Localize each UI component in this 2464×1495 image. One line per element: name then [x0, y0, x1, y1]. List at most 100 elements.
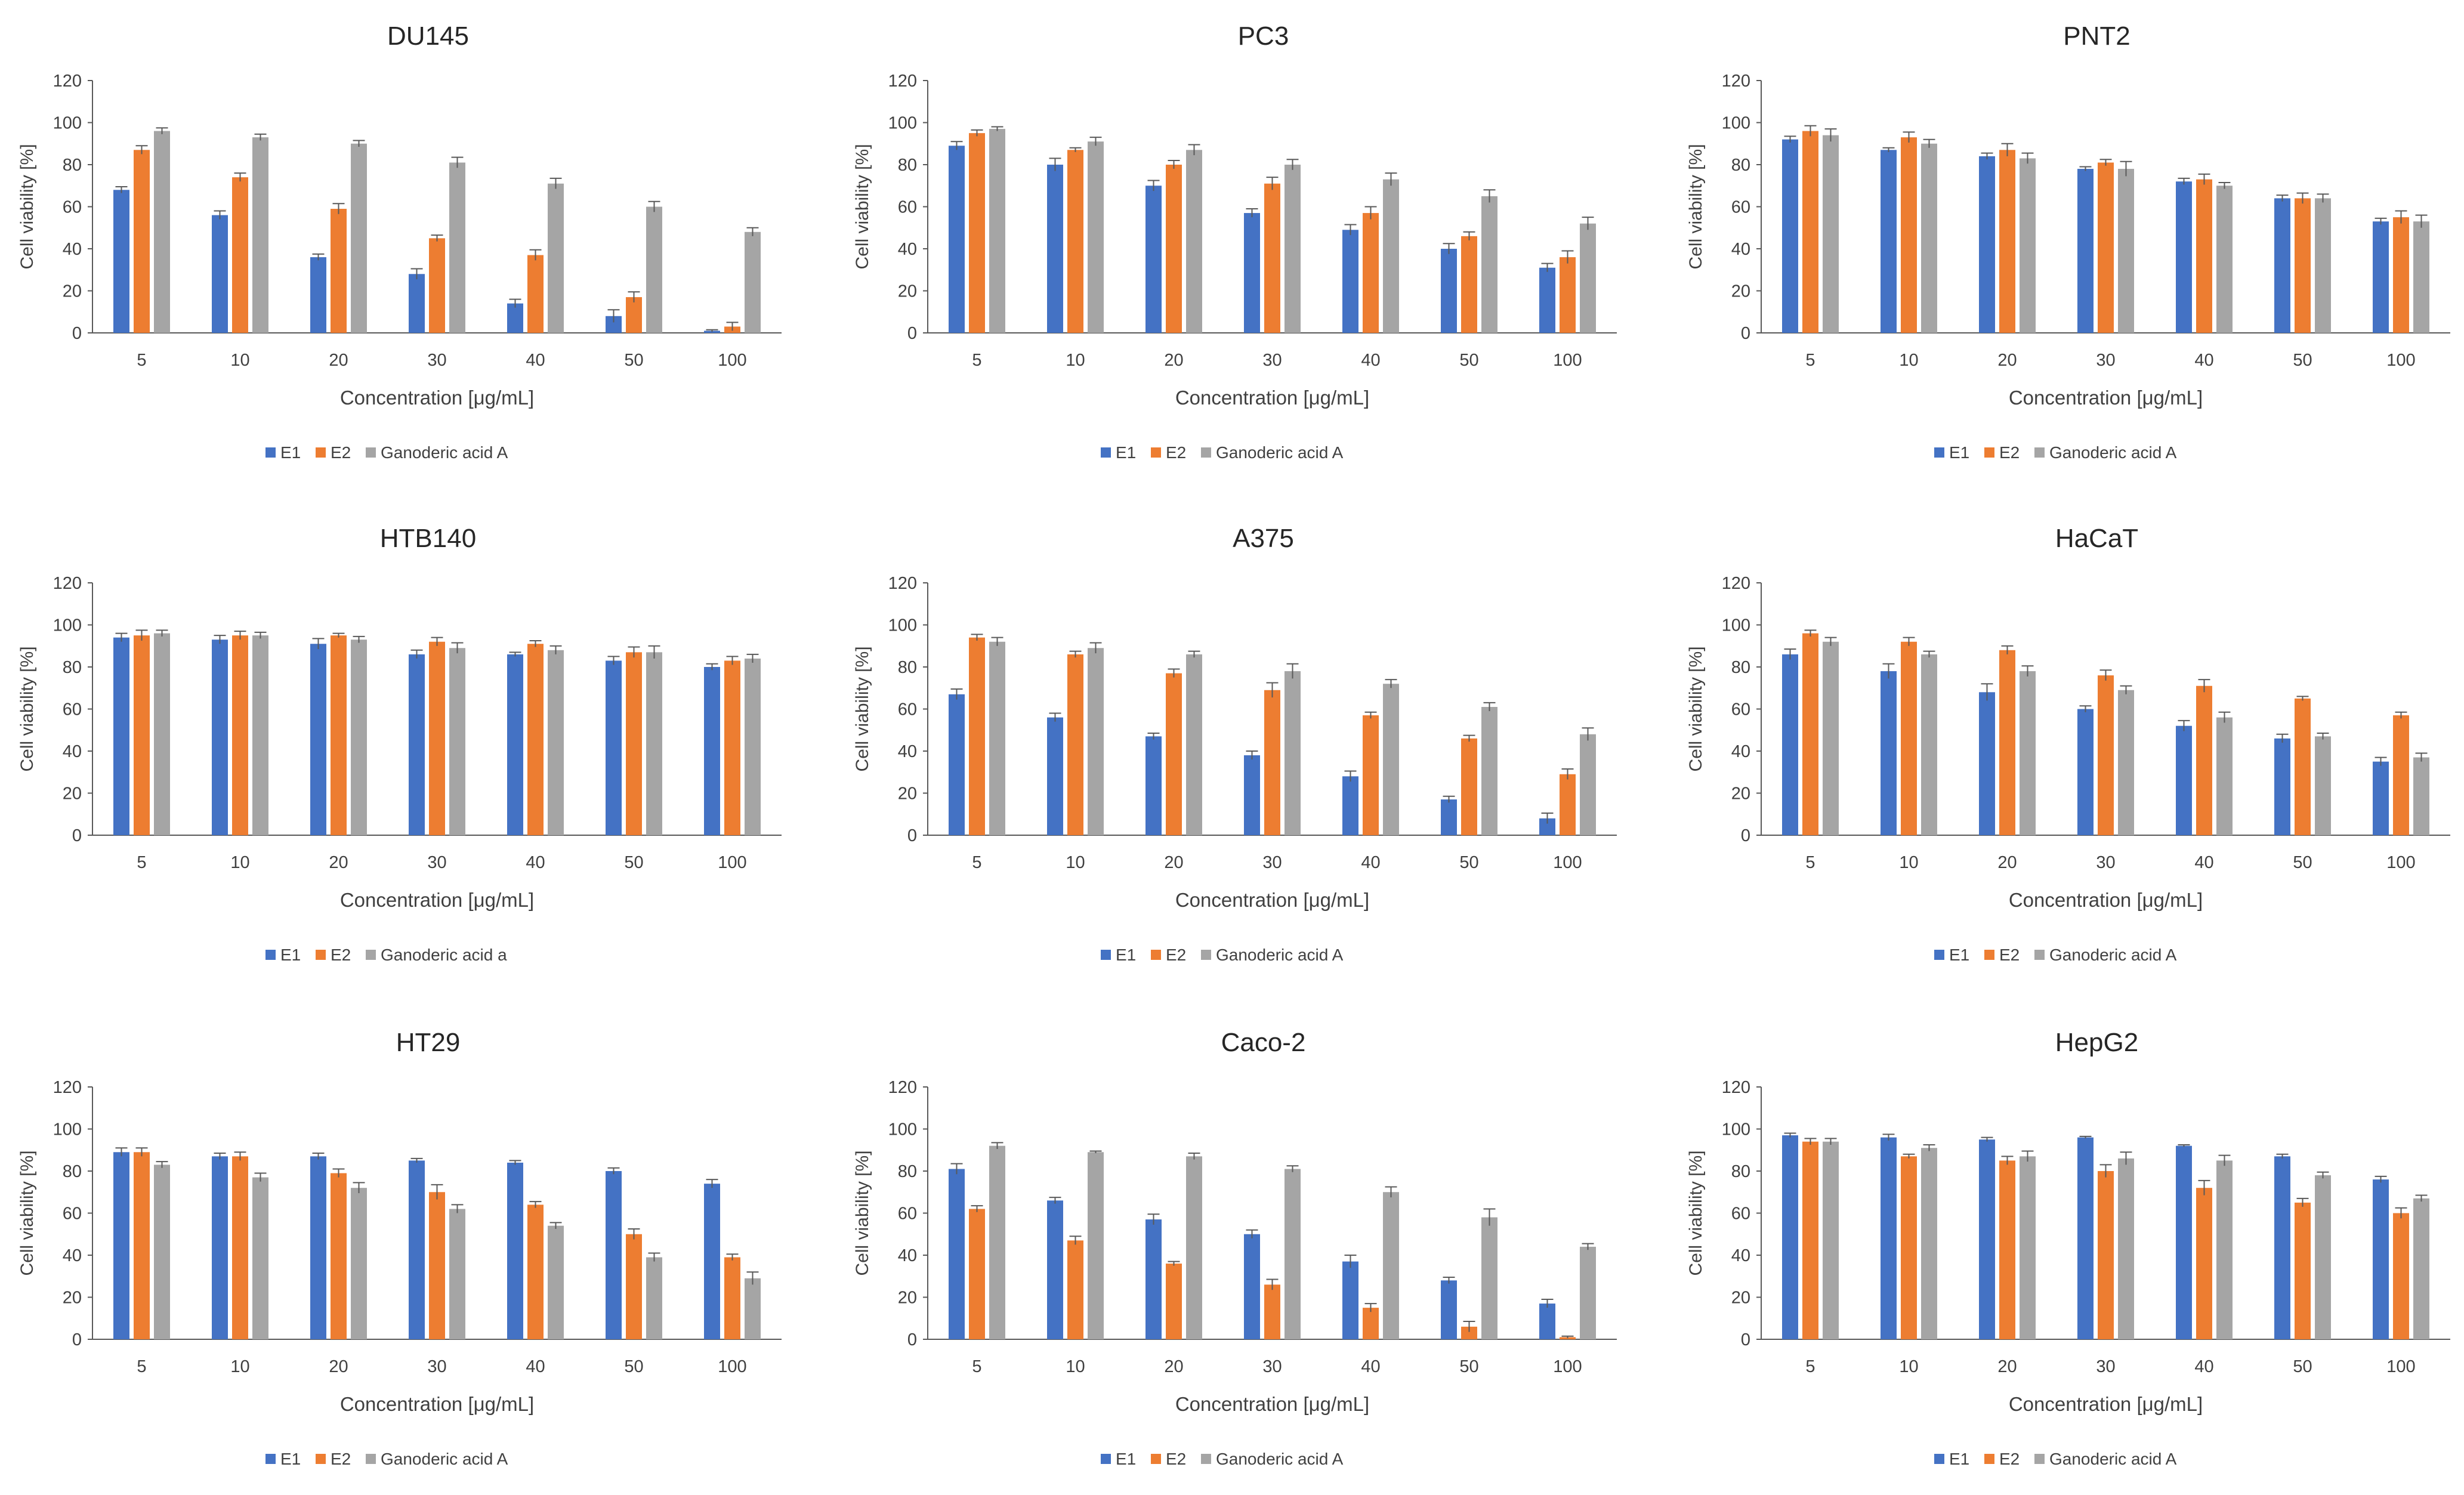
- bar-ganoderic-acid-a-20: [351, 143, 367, 333]
- y-tick-label: 40: [63, 240, 82, 259]
- legend-label: Ganoderic acid A: [381, 1450, 508, 1468]
- y-tick-label: 120: [888, 72, 917, 91]
- chart-title: Caco-2: [1221, 1028, 1306, 1057]
- bar-e2-50: [1461, 738, 1477, 835]
- bar-e1-20: [310, 1156, 326, 1339]
- bar-e2-30: [429, 641, 445, 835]
- bar-e2-10: [1901, 137, 1917, 333]
- bar-ganoderic-acid-a-10: [252, 635, 268, 835]
- legend-label: E2: [331, 1450, 351, 1468]
- legend-label: Ganoderic acid A: [1216, 1450, 1344, 1468]
- bar-ganoderic-acid-a-100: [1580, 223, 1596, 333]
- legend-label: E1: [1949, 443, 1969, 462]
- y-tick-label: 100: [888, 114, 917, 133]
- bar-ganoderic-acid-a-10: [1921, 143, 1937, 333]
- bar-e1-5: [949, 694, 965, 835]
- bar-e2-5: [1802, 633, 1818, 835]
- chart-panel-a375: A375 0 20 40 60 80 100 120 Cell viability [%] 5 10…: [853, 524, 1617, 964]
- x-tick-label: 40: [2194, 351, 2213, 370]
- x-tick-label: 50: [624, 351, 643, 370]
- y-tick-label: 80: [898, 156, 917, 175]
- bar-e1-30: [409, 274, 425, 333]
- bar-e1-40: [507, 654, 523, 835]
- x-tick-label: 5: [972, 1357, 981, 1376]
- x-tick-label: 20: [1997, 853, 2017, 872]
- bar-ganoderic-acid-a-100: [745, 658, 761, 835]
- x-tick-label: 10: [1899, 351, 1918, 370]
- y-tick-label: 60: [898, 1204, 917, 1224]
- bar-e1-40: [2176, 725, 2192, 835]
- legend-swatch: [1934, 950, 1944, 960]
- bar-e1-50: [2274, 738, 2290, 835]
- x-tick-label: 10: [1899, 853, 1918, 872]
- bar-e2-40: [1363, 715, 1379, 835]
- y-tick-label: 120: [1722, 574, 1750, 593]
- bar-e2-5: [1802, 131, 1818, 333]
- bar-e2-5: [134, 150, 150, 333]
- bar-e1-10: [212, 1156, 228, 1339]
- y-tick-label: 100: [53, 1120, 82, 1139]
- x-tick-label: 20: [329, 1357, 348, 1376]
- legend-label: Ganoderic acid A: [381, 443, 508, 462]
- bar-e2-10: [232, 1156, 248, 1339]
- legend-swatch: [265, 1454, 276, 1464]
- x-tick-label: 100: [2386, 853, 2415, 872]
- y-tick-label: 20: [1731, 784, 1750, 804]
- bar-e1-40: [507, 303, 523, 333]
- x-tick-label: 5: [137, 1357, 146, 1376]
- bar-e2-100: [1560, 774, 1576, 835]
- bar-e2-10: [1067, 150, 1083, 333]
- x-tick-label: 50: [624, 1357, 643, 1376]
- bar-e1-50: [2274, 198, 2290, 333]
- x-tick-label: 40: [526, 1357, 545, 1376]
- bar-e2-5: [969, 133, 985, 333]
- x-axis-label: Concentration [μg/mL]: [340, 1393, 534, 1415]
- bar-e1-40: [2176, 1145, 2192, 1339]
- bar-e2-50: [2295, 1202, 2311, 1339]
- bar-e1-30: [2077, 1137, 2094, 1339]
- bar-e1-20: [1979, 1139, 1995, 1339]
- x-tick-label: 100: [718, 1357, 746, 1376]
- bar-ganoderic-acid-a-40: [2216, 186, 2233, 333]
- y-tick-label: 80: [1731, 658, 1750, 677]
- y-tick-label: 0: [907, 324, 917, 343]
- x-axis-label: Concentration [μg/mL]: [1175, 889, 1369, 911]
- y-axis-label: Cell viability [%]: [17, 144, 37, 269]
- x-axis-label: Concentration [μg/mL]: [2009, 1393, 2203, 1415]
- bar-e1-30: [2077, 709, 2094, 835]
- bar-e2-50: [1461, 236, 1477, 333]
- y-tick-label: 40: [1731, 742, 1750, 761]
- bar-e1-40: [2176, 181, 2192, 333]
- legend-label: E2: [1999, 443, 2020, 462]
- legend-label: E1: [280, 946, 301, 964]
- bar-ganoderic-acid-a-100: [745, 1278, 761, 1339]
- bar-e1-20: [1145, 1219, 1162, 1339]
- x-tick-label: 20: [1164, 853, 1183, 872]
- bar-e2-50: [2295, 198, 2311, 333]
- legend-swatch: [366, 950, 376, 960]
- legend-label: E2: [331, 946, 351, 964]
- legend-label: E1: [1116, 1450, 1136, 1468]
- chart-panel-hacat: HaCaT 0 20 40 60 80 100 120 Cell viability [%] 5 1…: [1686, 524, 2450, 964]
- bar-ganoderic-acid-a-5: [1823, 1141, 1839, 1339]
- bar-e1-10: [1047, 717, 1063, 835]
- y-tick-label: 120: [53, 574, 82, 593]
- legend-swatch: [1151, 1454, 1161, 1464]
- y-tick-label: 120: [1722, 72, 1750, 91]
- y-tick-label: 0: [907, 826, 917, 845]
- x-tick-label: 10: [230, 853, 249, 872]
- legend-label: Ganoderic acid A: [2049, 946, 2177, 964]
- x-tick-label: 30: [427, 351, 446, 370]
- bar-ganoderic-acid-a-50: [2315, 736, 2331, 835]
- y-tick-label: 60: [1731, 198, 1750, 217]
- x-tick-label: 40: [1361, 351, 1380, 370]
- bar-ganoderic-acid-a-30: [2118, 690, 2134, 835]
- bar-e1-30: [409, 654, 425, 835]
- legend-label: E2: [1166, 1450, 1186, 1468]
- bar-ganoderic-acid-a-30: [2118, 1158, 2134, 1339]
- x-tick-label: 30: [427, 853, 446, 872]
- chart-panel-caco-2: Caco-2 0 20 40 60 80 100 120 Cell viability [%] 5…: [853, 1028, 1617, 1468]
- legend-swatch: [1101, 1454, 1111, 1464]
- bar-ganoderic-acid-a-5: [989, 641, 1005, 835]
- legend-label: Ganoderic acid A: [2049, 1450, 2177, 1468]
